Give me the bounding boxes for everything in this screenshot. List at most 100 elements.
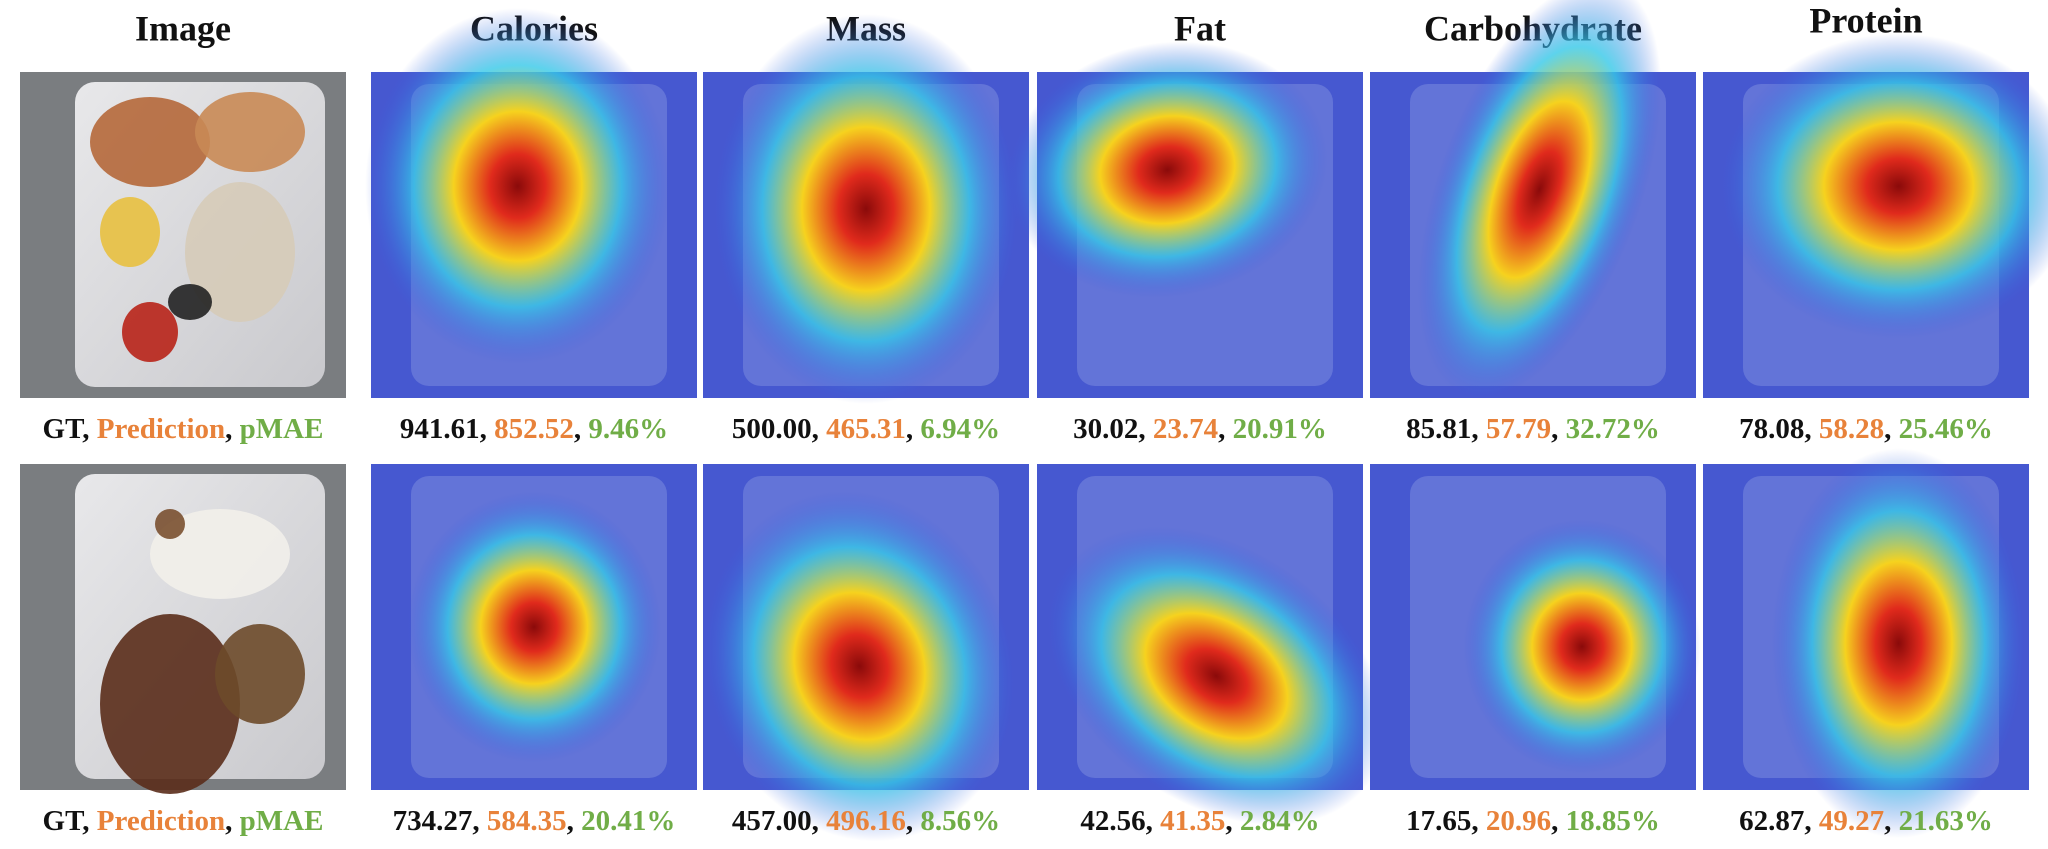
metric-prediction: 41.35 <box>1160 805 1225 837</box>
metric-line: 457.00, 496.16, 8.56% <box>732 805 1000 837</box>
heatmap <box>1703 448 2029 839</box>
legend-line: GT, Prediction, pMAE <box>43 805 324 837</box>
legend-item: GT <box>43 413 85 445</box>
metric-line: 17.65, 20.96, 18.85% <box>1406 805 1660 837</box>
separator: , <box>82 805 97 837</box>
metric-pmae: 32.72% <box>1566 413 1660 445</box>
separator: , <box>1218 413 1233 445</box>
metric-line: 62.87, 49.27, 21.63% <box>1739 805 1993 837</box>
metric-line: 78.08, 58.28, 25.46% <box>1739 413 1993 445</box>
metric-prediction: 496.16 <box>826 805 906 837</box>
food-item <box>90 97 210 187</box>
separator: , <box>480 413 495 445</box>
metric-pmae: 21.63% <box>1899 805 1993 837</box>
metric-gt: 85.81 <box>1406 413 1471 445</box>
metric-gt: 78.08 <box>1739 413 1804 445</box>
metric-prediction: 20.96 <box>1486 805 1551 837</box>
metric-pmae: 25.46% <box>1899 413 1993 445</box>
metric-gt: 30.02 <box>1073 413 1138 445</box>
metric-line: 30.02, 23.74, 20.91% <box>1073 413 1327 445</box>
separator: , <box>82 413 97 445</box>
metric-pmae: 6.94% <box>920 413 1000 445</box>
separator: , <box>1471 805 1486 837</box>
heatmap <box>703 464 1029 842</box>
separator: , <box>906 413 921 445</box>
separator: , <box>472 805 487 837</box>
heat-spot <box>1720 33 2048 339</box>
heatmap <box>1703 33 2048 398</box>
separator: , <box>1551 805 1566 837</box>
metric-prediction: 465.31 <box>826 413 906 445</box>
separator: , <box>567 805 582 837</box>
metric-gt: 42.56 <box>1080 805 1145 837</box>
separator: , <box>812 805 827 837</box>
heat-spot <box>1007 41 1328 299</box>
metric-pmae: 20.91% <box>1233 413 1327 445</box>
metric-prediction: 852.52 <box>494 413 574 445</box>
heat-spot <box>713 13 1019 404</box>
heat-spot <box>1417 0 1662 400</box>
legend-item: Prediction <box>97 805 225 837</box>
heat-spot <box>365 8 671 365</box>
metric-gt: 62.87 <box>1739 805 1804 837</box>
metric-line: 42.56, 41.35, 2.84% <box>1080 805 1319 837</box>
metric-line: 734.27, 584.35, 20.41% <box>393 805 676 837</box>
food-item <box>122 302 178 362</box>
legend-item: pMAE <box>240 805 324 837</box>
separator: , <box>1551 413 1566 445</box>
metric-gt: 457.00 <box>732 805 812 837</box>
separator: , <box>1804 805 1819 837</box>
heatmap <box>1007 41 1363 398</box>
heat-spot <box>1463 519 1701 774</box>
legend-item: pMAE <box>240 413 324 445</box>
separator: , <box>574 413 589 445</box>
column-header: Image <box>135 8 231 48</box>
food-item <box>168 284 212 320</box>
metric-prediction: 49.27 <box>1819 805 1884 837</box>
metric-prediction: 23.74 <box>1153 413 1218 445</box>
separator: , <box>1884 805 1899 837</box>
food-photo <box>20 72 346 398</box>
separator: , <box>1225 805 1240 837</box>
metric-pmae: 8.56% <box>920 805 1000 837</box>
heat-spot <box>1047 526 1386 826</box>
separator: , <box>1884 413 1899 445</box>
food-item <box>100 614 240 794</box>
food-photo <box>20 464 346 794</box>
legend-item: GT <box>43 805 85 837</box>
heatmap <box>1037 464 1386 826</box>
heatmap <box>1370 0 1696 400</box>
separator: , <box>225 413 240 445</box>
metric-line: 941.61, 852.52, 9.46% <box>400 413 668 445</box>
heat-spot <box>1771 448 2026 839</box>
food-item <box>195 92 305 172</box>
heatmap <box>703 13 1029 404</box>
legend-item: Prediction <box>97 413 225 445</box>
metric-prediction: 58.28 <box>1819 413 1884 445</box>
metric-line: 85.81, 57.79, 32.72% <box>1406 413 1660 445</box>
food-item <box>100 197 160 267</box>
metric-gt: 17.65 <box>1406 805 1471 837</box>
heatmap <box>1370 464 1701 790</box>
metric-gt: 734.27 <box>393 805 473 837</box>
metric-pmae: 9.46% <box>588 413 668 445</box>
metric-pmae: 2.84% <box>1240 805 1320 837</box>
separator: , <box>225 805 240 837</box>
metric-pmae: 20.41% <box>581 805 675 837</box>
separator: , <box>812 413 827 445</box>
food-item <box>150 509 290 599</box>
separator: , <box>1804 413 1819 445</box>
food-item <box>215 624 305 724</box>
heat-spot <box>703 490 1016 842</box>
legend-line: GT, Prediction, pMAE <box>43 413 324 445</box>
food-item <box>155 509 185 539</box>
metric-line: 500.00, 465.31, 6.94% <box>732 413 1000 445</box>
separator: , <box>1146 805 1161 837</box>
separator: , <box>906 805 921 837</box>
metric-prediction: 584.35 <box>487 805 567 837</box>
heatmap <box>371 464 697 790</box>
food-item <box>185 182 295 322</box>
metric-gt: 500.00 <box>732 413 812 445</box>
separator: , <box>1471 413 1486 445</box>
